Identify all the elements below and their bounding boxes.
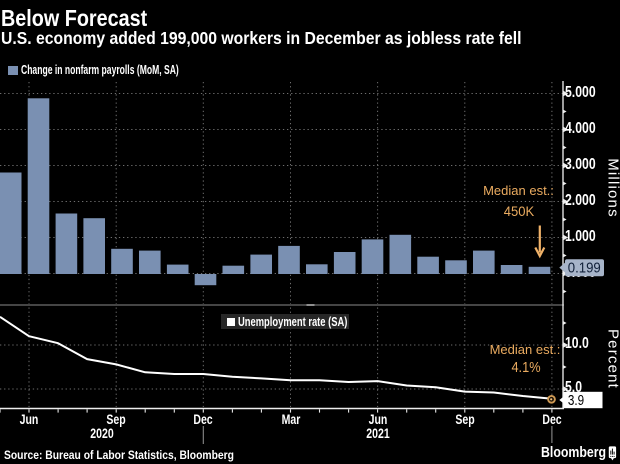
svg-text:3.9: 3.9 [568, 392, 584, 409]
svg-text:0.199: 0.199 [568, 259, 601, 276]
